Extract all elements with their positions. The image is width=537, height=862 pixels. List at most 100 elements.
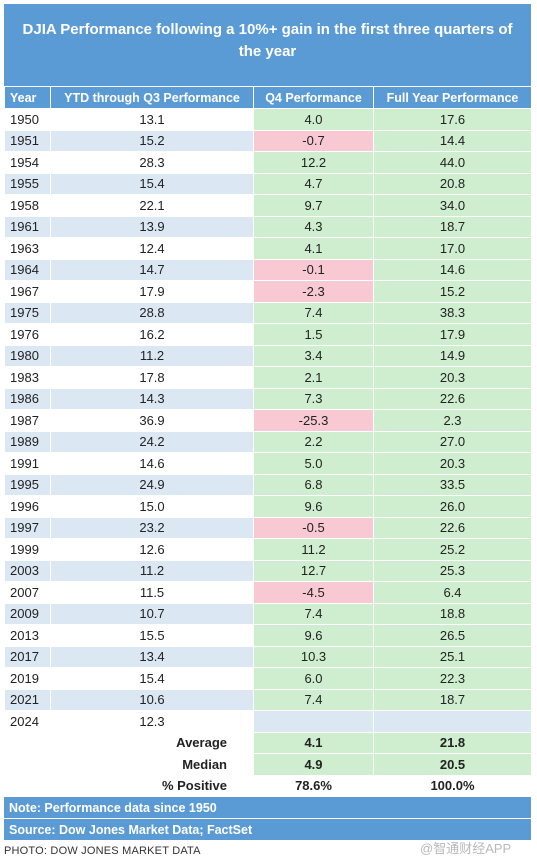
year-cell: 1989 <box>4 430 51 453</box>
summary-label: Median <box>4 753 254 776</box>
table-row: 1954 28.3 12.2 44.0 <box>4 151 532 174</box>
ytd-cell: 15.4 <box>50 667 254 690</box>
ytd-cell: 15.4 <box>50 172 254 195</box>
q4-cell: -4.5 <box>253 581 374 604</box>
table-row: 1963 12.4 4.1 17.0 <box>4 237 532 260</box>
table-row: 1950 13.1 4.0 17.6 <box>4 108 532 131</box>
ytd-cell: 10.6 <box>50 688 254 711</box>
q4-cell: 6.8 <box>253 473 374 496</box>
full-year-cell: 18.7 <box>373 215 532 238</box>
ytd-cell: 10.7 <box>50 602 254 625</box>
full-year-cell: 20.8 <box>373 172 532 195</box>
summary-row: Average 4.1 21.8 <box>4 731 532 754</box>
year-cell: 1995 <box>4 473 51 496</box>
ytd-cell: 17.8 <box>50 366 254 389</box>
year-cell: 1997 <box>4 516 51 539</box>
ytd-cell: 17.9 <box>50 280 254 303</box>
full-year-cell: 15.2 <box>373 280 532 303</box>
table-row: 1951 15.2 -0.7 14.4 <box>4 129 532 152</box>
year-cell: 1975 <box>4 301 51 324</box>
table-row: 1961 13.9 4.3 18.7 <box>4 215 532 238</box>
table-row: 2003 11.2 12.7 25.3 <box>4 559 532 582</box>
ytd-cell: 11.2 <box>50 559 254 582</box>
year-cell: 1991 <box>4 452 51 475</box>
year-cell: 2003 <box>4 559 51 582</box>
table-row: 1995 24.9 6.8 33.5 <box>4 473 532 496</box>
year-cell: 1967 <box>4 280 51 303</box>
column-header-q4: Q4 Performance <box>253 86 374 109</box>
performance-table-card: DJIA Performance following a 10%+ gain i… <box>4 4 532 841</box>
column-header-year: Year <box>4 86 51 109</box>
ytd-cell: 11.5 <box>50 581 254 604</box>
full-year-cell: 22.6 <box>373 516 532 539</box>
q4-cell: 9.7 <box>253 194 374 217</box>
ytd-cell: 12.6 <box>50 538 254 561</box>
full-year-cell: 18.8 <box>373 602 532 625</box>
ytd-cell: 28.8 <box>50 301 254 324</box>
q4-cell: 3.4 <box>253 344 374 367</box>
q4-cell: 9.6 <box>253 495 374 518</box>
year-cell: 1950 <box>4 108 51 131</box>
table-row: 1997 23.2 -0.5 22.6 <box>4 516 532 539</box>
table-row: 1976 16.2 1.5 17.9 <box>4 323 532 346</box>
q4-cell: 5.0 <box>253 452 374 475</box>
year-cell: 1986 <box>4 387 51 410</box>
ytd-cell: 13.4 <box>50 645 254 668</box>
table-row: 1986 14.3 7.3 22.6 <box>4 387 532 410</box>
summary-q4-cell: 4.9 <box>253 753 374 776</box>
year-cell: 2024 <box>4 710 51 733</box>
table-title: DJIA Performance following a 10%+ gain i… <box>4 4 531 86</box>
ytd-cell: 24.2 <box>50 430 254 453</box>
q4-cell: 2.2 <box>253 430 374 453</box>
q4-cell: -0.5 <box>253 516 374 539</box>
year-cell: 1987 <box>4 409 51 432</box>
full-year-cell: 22.3 <box>373 667 532 690</box>
year-cell: 2007 <box>4 581 51 604</box>
year-cell: 1999 <box>4 538 51 561</box>
q4-cell: 10.3 <box>253 645 374 668</box>
year-cell: 1983 <box>4 366 51 389</box>
full-year-cell: 22.6 <box>373 387 532 410</box>
q4-cell: 12.2 <box>253 151 374 174</box>
full-year-cell: 26.5 <box>373 624 532 647</box>
table-row: 2019 15.4 6.0 22.3 <box>4 667 532 690</box>
q4-cell: 4.7 <box>253 172 374 195</box>
full-year-cell: 14.4 <box>373 129 532 152</box>
ytd-cell: 11.2 <box>50 344 254 367</box>
ytd-cell: 36.9 <box>50 409 254 432</box>
q4-cell: 7.4 <box>253 688 374 711</box>
header-row: Year YTD through Q3 Performance Q4 Perfo… <box>4 86 532 109</box>
summary-full-year-cell: 21.8 <box>373 731 532 754</box>
table-row: 1964 14.7 -0.1 14.6 <box>4 258 532 281</box>
q4-cell <box>253 710 374 733</box>
ytd-cell: 15.5 <box>50 624 254 647</box>
year-cell: 1963 <box>4 237 51 260</box>
note-text: Note: Performance data since 1950 <box>4 797 531 819</box>
q4-cell: 2.1 <box>253 366 374 389</box>
column-header-ytd: YTD through Q3 Performance <box>50 86 254 109</box>
summary-full-year-cell: 100.0% <box>373 774 532 797</box>
table-row: 1958 22.1 9.7 34.0 <box>4 194 532 217</box>
ytd-cell: 28.3 <box>50 151 254 174</box>
full-year-cell: 17.9 <box>373 323 532 346</box>
watermark: @智通财经APP <box>420 841 512 856</box>
q4-cell: 9.6 <box>253 624 374 647</box>
full-year-cell: 25.1 <box>373 645 532 668</box>
full-year-cell <box>373 710 532 733</box>
summary-full-year-cell: 20.5 <box>373 753 532 776</box>
ytd-cell: 13.9 <box>50 215 254 238</box>
full-year-cell: 33.5 <box>373 473 532 496</box>
ytd-cell: 14.3 <box>50 387 254 410</box>
table-row: 1967 17.9 -2.3 15.2 <box>4 280 532 303</box>
ytd-cell: 13.1 <box>50 108 254 131</box>
full-year-cell: 26.0 <box>373 495 532 518</box>
year-cell: 2013 <box>4 624 51 647</box>
q4-cell: -25.3 <box>253 409 374 432</box>
ytd-cell: 16.2 <box>50 323 254 346</box>
year-cell: 2021 <box>4 688 51 711</box>
table-row: 1980 11.2 3.4 14.9 <box>4 344 532 367</box>
column-header-full-year: Full Year Performance <box>373 86 532 109</box>
q4-cell: 4.3 <box>253 215 374 238</box>
full-year-cell: 27.0 <box>373 430 532 453</box>
summary-row: Median 4.9 20.5 <box>4 753 532 776</box>
